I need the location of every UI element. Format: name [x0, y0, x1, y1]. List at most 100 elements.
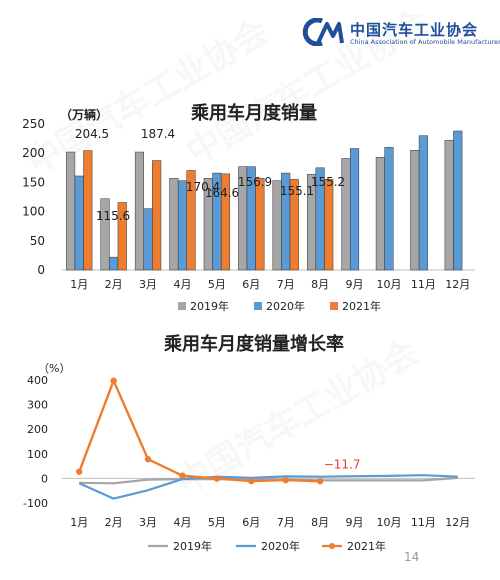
line-point [213, 475, 221, 482]
bar-2021年 [324, 179, 334, 271]
legend-swatch [254, 302, 262, 310]
legend-label: 2019年 [190, 299, 229, 313]
legend-label: 2021年 [342, 299, 381, 313]
monthly-sales-bar-chart: 乘用车月度销量 （万辆） 0 50 100 150 200 250 204.5 115.6 1… [22, 102, 475, 313]
line-point [282, 476, 289, 484]
line-series-2020年 [78, 474, 458, 500]
bar-x-tick-label: 12月 [445, 278, 470, 291]
bar-x-tick-label: 10月 [376, 278, 401, 291]
bar-2021年 [117, 202, 127, 271]
bar-x-tick-label: 7月 [277, 278, 295, 291]
line-x-tick-label: 7月 [277, 516, 295, 529]
bar-2019年 [444, 140, 454, 271]
bar-data-label: 164.6 [205, 186, 239, 200]
legend-label: 2019年 [173, 539, 212, 553]
line-point [144, 456, 152, 463]
bar-y-tick-label: 0 [37, 263, 45, 277]
bar-x-tick-label: 1月 [70, 278, 88, 291]
bar-x-tick-label: 8月 [311, 278, 329, 291]
header: 中国汽车工业协会 China Association of Automobile… [0, 0, 500, 60]
line-x-tick-label: 9月 [346, 516, 364, 529]
line-y-tick-label: -100 [23, 497, 48, 510]
line-y-tick-label: 100 [27, 448, 48, 461]
org-name: 中国汽车工业协会 [350, 21, 479, 39]
bar-x-tick-label: 2月 [105, 278, 123, 291]
bar-2019年 [134, 151, 144, 271]
bar-x-tick-label: 11月 [411, 278, 436, 291]
bar-x-tick-label: 5月 [208, 278, 226, 291]
bar-y-tick-label: 100 [22, 205, 45, 219]
bar-data-label: 187.4 [141, 127, 175, 141]
bar-y-tick-label: 250 [22, 117, 45, 131]
line-point [248, 477, 255, 485]
bar-2019年 [169, 178, 179, 271]
legend-label: 2021年 [347, 539, 386, 553]
bar-2020年 [384, 147, 394, 271]
bar-x-tick-label: 4月 [173, 278, 191, 291]
bar-2019年 [410, 150, 420, 271]
bar-2021年 [186, 170, 196, 271]
bar-chart-legend: 2019年 2020年 2021年 [178, 299, 381, 313]
line-x-tick-label: 12月 [445, 516, 470, 529]
bar-2020年 [74, 175, 84, 271]
bar-y-tick-label: 200 [22, 146, 45, 160]
line-point [76, 468, 83, 475]
growth-rate-line-chart: 乘用车月度销量增长率 （%） -100 0 100 200 300 400 1月 2月 3月 4… [23, 333, 475, 553]
line-x-tick-label: 10月 [376, 516, 401, 529]
line-chart-title: 乘用车月度销量增长率 [163, 333, 344, 355]
bar-chart-title: 乘用车月度销量 [190, 102, 317, 124]
line-x-tick-label: 11月 [411, 516, 436, 529]
bar-data-label: 155.2 [311, 175, 345, 189]
line-chart-legend: 2019年 2020年 2021年 [148, 539, 386, 553]
bar-x-tick-label: 3月 [139, 278, 157, 291]
bar-2020年 [109, 256, 119, 271]
line-x-tick-label: 8月 [311, 516, 329, 529]
bar-2020年 [418, 135, 428, 271]
legend-label: 2020年 [261, 539, 300, 553]
bar-data-label: 155.1 [280, 184, 314, 198]
caam-logo-icon [302, 18, 344, 46]
bar-2020年 [177, 180, 188, 271]
line-y-tick-label: 0 [41, 472, 48, 485]
bar-data-label: 170.4 [186, 180, 220, 194]
bar-data-label: 204.5 [75, 127, 109, 141]
line-x-tick-label: 3月 [139, 516, 157, 529]
bar-chart-y-unit: （万辆） [60, 107, 108, 122]
line-x-tick-label: 4月 [173, 516, 191, 529]
bar-2021年 [83, 150, 93, 271]
bar-x-tick-label: 6月 [242, 278, 260, 291]
legend-swatch [330, 302, 338, 310]
bar-2021年 [289, 179, 299, 271]
line-point [110, 377, 117, 384]
bar-data-label: 115.6 [96, 209, 130, 223]
line-y-tick-label: 200 [27, 423, 48, 436]
bar-2021年 [152, 160, 162, 271]
legend-marker [329, 543, 335, 549]
bar-2021年 [220, 173, 231, 271]
line-chart-y-unit: （%） [38, 362, 70, 375]
org-name-english: China Association of Automobile Manufact… [350, 38, 500, 46]
bar-2019年 [100, 198, 110, 271]
bar-y-tick-label: 150 [22, 175, 45, 189]
bar-2019年 [66, 151, 76, 271]
bar-2020年 [453, 130, 463, 271]
bar-2021年 [255, 178, 265, 271]
line-x-tick-label: 6月 [242, 516, 260, 529]
line-x-tick-label: 5月 [208, 516, 226, 529]
line-point [179, 472, 186, 479]
bar-2020年 [143, 208, 153, 271]
legend-swatch [178, 302, 186, 310]
line-y-tick-label: 300 [27, 399, 48, 412]
line-annotation-label: −11.7 [324, 457, 361, 471]
line-x-tick-label: 1月 [70, 516, 88, 529]
line-series-2021年 [78, 379, 321, 483]
bar-x-tick-label: 9月 [346, 278, 364, 291]
bar-2019年 [375, 157, 385, 271]
legend-label: 2020年 [266, 299, 305, 313]
line-x-tick-label: 2月 [105, 516, 123, 529]
bar-2020年 [349, 148, 360, 271]
bar-data-label: 156.9 [238, 175, 272, 189]
bar-y-tick-label: 50 [30, 234, 45, 248]
line-point [316, 478, 324, 485]
page-number: 14 [404, 550, 420, 564]
